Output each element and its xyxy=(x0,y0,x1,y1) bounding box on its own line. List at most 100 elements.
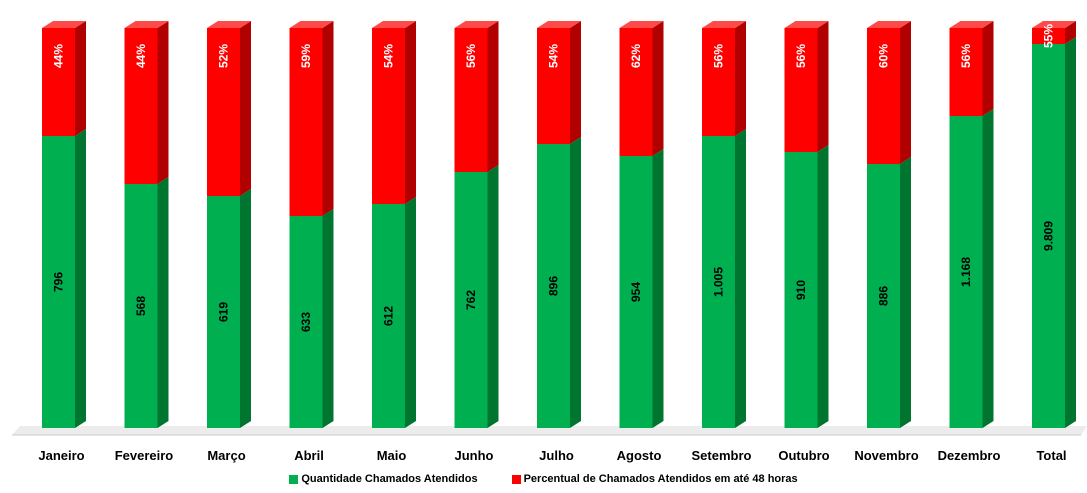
bar-green-front xyxy=(949,116,983,428)
bar-red-front xyxy=(702,28,735,136)
bar-11: 1.168 56% xyxy=(949,21,994,428)
bar-red-side xyxy=(817,21,829,152)
bar-red-front xyxy=(867,28,900,164)
legend-swatch-green xyxy=(289,474,299,484)
red-percent-label: 44% xyxy=(134,44,148,68)
bar-0: 796 44% xyxy=(42,21,86,428)
bar-green-front xyxy=(124,184,158,428)
bar-red-front xyxy=(289,28,323,216)
legend-item-percentual: Percentual de Chamados Atendidos em até … xyxy=(511,473,798,485)
bar-red-side xyxy=(570,21,581,144)
bar-8: 1.005 56% xyxy=(702,21,746,428)
bar-red-top xyxy=(1032,21,1076,28)
legend-label-quantidade: Quantidade Chamados Atendidos xyxy=(301,473,478,485)
bar-red-side xyxy=(735,21,746,136)
bar-4: 612 54% xyxy=(372,21,416,428)
category-label: Total xyxy=(1036,448,1066,463)
bar-green-front xyxy=(784,152,818,428)
red-percent-label: 52% xyxy=(217,44,231,68)
bar-red-front xyxy=(619,28,653,156)
bar-red-top xyxy=(619,21,664,28)
bar-red-front xyxy=(454,28,488,172)
bar-red-front xyxy=(42,28,75,136)
bar-7: 954 62% xyxy=(619,21,664,428)
bar-green-front xyxy=(702,136,735,428)
bar-green-side xyxy=(322,209,334,428)
bar-green-front xyxy=(867,164,900,428)
bar-green-front xyxy=(207,196,240,428)
bar-red-side xyxy=(322,21,334,216)
category-label: Abril xyxy=(294,448,324,463)
green-value-label: 1.005 xyxy=(712,267,726,297)
green-value-label: 796 xyxy=(52,272,66,292)
bar-red-top xyxy=(537,21,581,28)
bar-red-side xyxy=(982,21,994,116)
bar-red-front xyxy=(949,28,983,116)
green-value-label: 619 xyxy=(217,302,231,322)
floor-plane xyxy=(12,426,1087,435)
bar-red-top xyxy=(867,21,911,28)
legend-item-quantidade: Quantidade Chamados Atendidos xyxy=(289,473,478,485)
bar-red-side xyxy=(240,21,251,196)
bar-red-side xyxy=(75,21,86,136)
bar-red-top xyxy=(124,21,169,28)
bar-green-side xyxy=(487,165,499,428)
bar-green-side xyxy=(157,177,169,428)
bar-green-side xyxy=(735,129,746,428)
red-percent-label: 56% xyxy=(794,44,808,68)
bar-red-top xyxy=(289,21,334,28)
bar-10: 886 60% xyxy=(867,21,911,428)
green-value-label: 886 xyxy=(877,286,891,306)
red-percent-label: 56% xyxy=(959,44,973,68)
red-percent-label: 60% xyxy=(877,44,891,68)
bar-red-side xyxy=(1065,21,1076,44)
bar-green-side xyxy=(817,145,829,428)
green-value-label: 954 xyxy=(629,282,643,302)
green-value-label: 910 xyxy=(794,280,808,300)
bar-green-front xyxy=(42,136,75,428)
category-label: Março xyxy=(207,448,245,463)
bar-red-side xyxy=(652,21,664,156)
green-value-label: 633 xyxy=(299,312,313,332)
green-value-label: 612 xyxy=(382,306,396,326)
bar-red-top xyxy=(42,21,86,28)
category-label: Novembro xyxy=(854,448,918,463)
bar-red-front xyxy=(537,28,570,144)
bar-red-top xyxy=(784,21,829,28)
bar-12: 9.809 55% xyxy=(1032,21,1076,428)
bars-group: 796 44% 568 44% 619 52% 633 59% 612 54% 762 56% 896 5… xyxy=(42,21,1076,428)
bar-red-front xyxy=(372,28,405,204)
category-label: Junho xyxy=(455,448,494,463)
red-percent-label: 54% xyxy=(547,44,561,68)
bar-green-front xyxy=(619,156,653,428)
bar-green-side xyxy=(900,157,911,428)
bar-green-front xyxy=(289,216,323,428)
category-label: Dezembro xyxy=(938,448,1001,463)
bar-1: 568 44% xyxy=(124,21,169,428)
bar-red-front xyxy=(124,28,158,184)
green-value-label: 896 xyxy=(547,276,561,296)
green-value-label: 568 xyxy=(134,296,148,316)
green-value-label: 9.809 xyxy=(1042,221,1056,251)
bar-9: 910 56% xyxy=(784,21,829,428)
bar-green-front xyxy=(1032,44,1065,428)
green-value-label: 762 xyxy=(464,290,478,310)
red-percent-label: 54% xyxy=(382,44,396,68)
bar-green-side xyxy=(405,197,416,428)
green-value-label: 1.168 xyxy=(959,257,973,287)
chart-floor xyxy=(12,426,1087,436)
category-label: Julho xyxy=(539,448,574,463)
category-label: Janeiro xyxy=(38,448,84,463)
bar-red-side xyxy=(900,21,911,164)
category-label: Setembro xyxy=(692,448,752,463)
bar-red-side xyxy=(405,21,416,204)
red-percent-label: 56% xyxy=(464,44,478,68)
bar-5: 762 56% xyxy=(454,21,499,428)
bar-red-top xyxy=(949,21,994,28)
bar-red-front xyxy=(1032,28,1065,44)
chart-legend: Quantidade Chamados Atendidos Percentual… xyxy=(0,473,1087,485)
red-percent-label: 59% xyxy=(299,44,313,68)
bar-red-top xyxy=(454,21,499,28)
bar-red-top xyxy=(207,21,251,28)
bar-green-side xyxy=(240,189,251,428)
